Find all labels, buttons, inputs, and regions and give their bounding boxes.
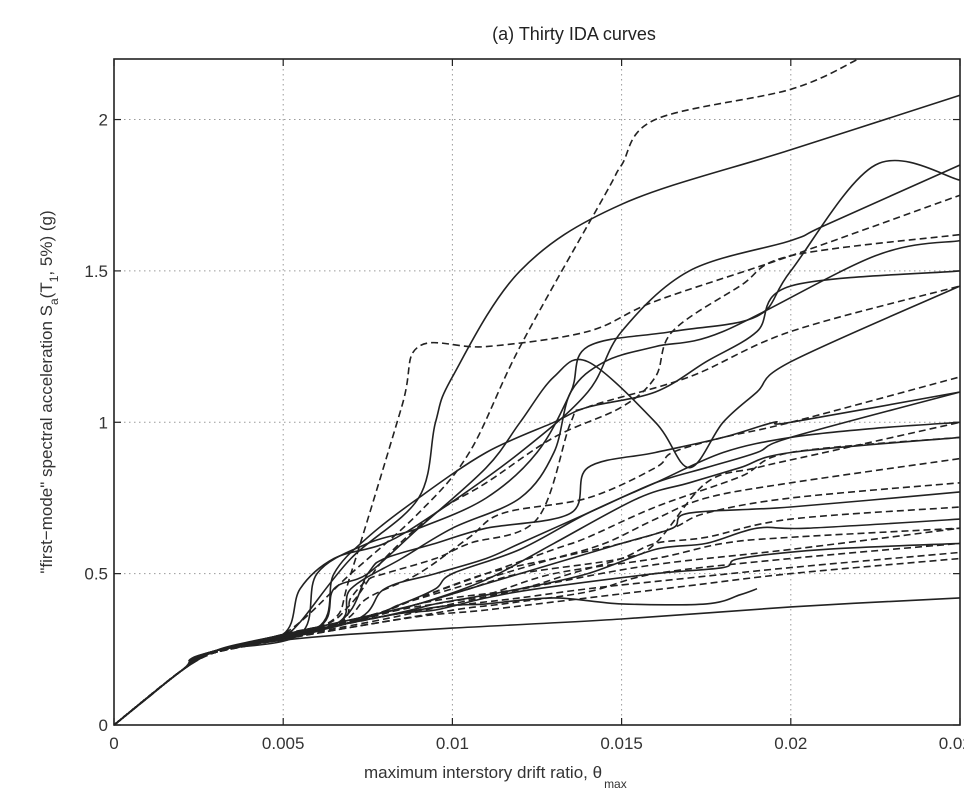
y-axis-label-part2: (T: [37, 282, 56, 298]
x-axis-label-main: maximum interstory drift ratio, θ: [364, 763, 602, 782]
ida-curve-29: [113, 542, 961, 726]
x-tick-label: 0: [109, 734, 118, 753]
ida-curve-4: [113, 159, 961, 726]
y-axis-label-part1: "first−mode" spectral acceleration S: [37, 305, 56, 574]
y-axis-label: "first−mode" spectral acceleration Sa(T1…: [37, 210, 61, 573]
series-group: [113, 58, 961, 726]
x-tick-label: 0.02: [774, 734, 807, 753]
y-tick-label: 1: [99, 413, 108, 432]
plot-frame: [113, 58, 961, 726]
y-axis-label-sub2: 1: [47, 275, 61, 282]
y-tick-label: 0: [99, 716, 108, 735]
x-tick-label: 0.025: [939, 734, 964, 753]
axis-ticks: 0 0.005 0.01 0.015 0.02 0.025 0 0.5 1 1.5 2: [84, 59, 964, 753]
chart-title: (a) Thirty IDA curves: [492, 24, 656, 44]
ida-curve-10: [113, 285, 961, 726]
ida-curve-30: [113, 527, 961, 726]
y-tick-label: 1.5: [84, 262, 108, 281]
ida-curve-2: [113, 58, 859, 726]
grid-lines: [114, 59, 960, 725]
y-axis-label-part3: , 5%) (g): [37, 210, 56, 275]
x-tick-label: 0.01: [436, 734, 469, 753]
x-axis-label-subscript: max: [604, 777, 627, 789]
y-axis-label-sub1: a: [47, 298, 61, 305]
y-tick-label: 0.5: [84, 565, 108, 584]
x-axis-label: maximum interstory drift ratio, θmax: [364, 763, 627, 789]
x-tick-label: 0.005: [262, 734, 305, 753]
y-tick-label: 2: [99, 111, 108, 130]
x-tick-label: 0.015: [600, 734, 643, 753]
